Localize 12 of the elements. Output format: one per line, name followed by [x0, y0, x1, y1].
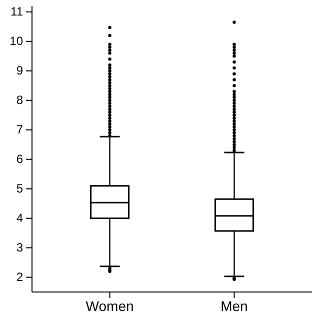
x-tick-label: Men [220, 298, 248, 314]
y-tick-label: 3 [16, 240, 24, 255]
y-tick-label: 5 [16, 182, 24, 196]
y-tick-label: 6 [16, 152, 24, 166]
y-tick-label: 7 [16, 122, 24, 137]
y-tick-label: 2 [16, 270, 24, 284]
y-tick-label: 9 [16, 64, 24, 78]
y-tick-label: 11 [10, 4, 24, 19]
x-tick-label: Women [86, 298, 134, 314]
y-tick-label: 8 [16, 93, 24, 108]
y-tick-label: 4 [16, 211, 24, 226]
y-tick-label: 10 [10, 34, 24, 48]
